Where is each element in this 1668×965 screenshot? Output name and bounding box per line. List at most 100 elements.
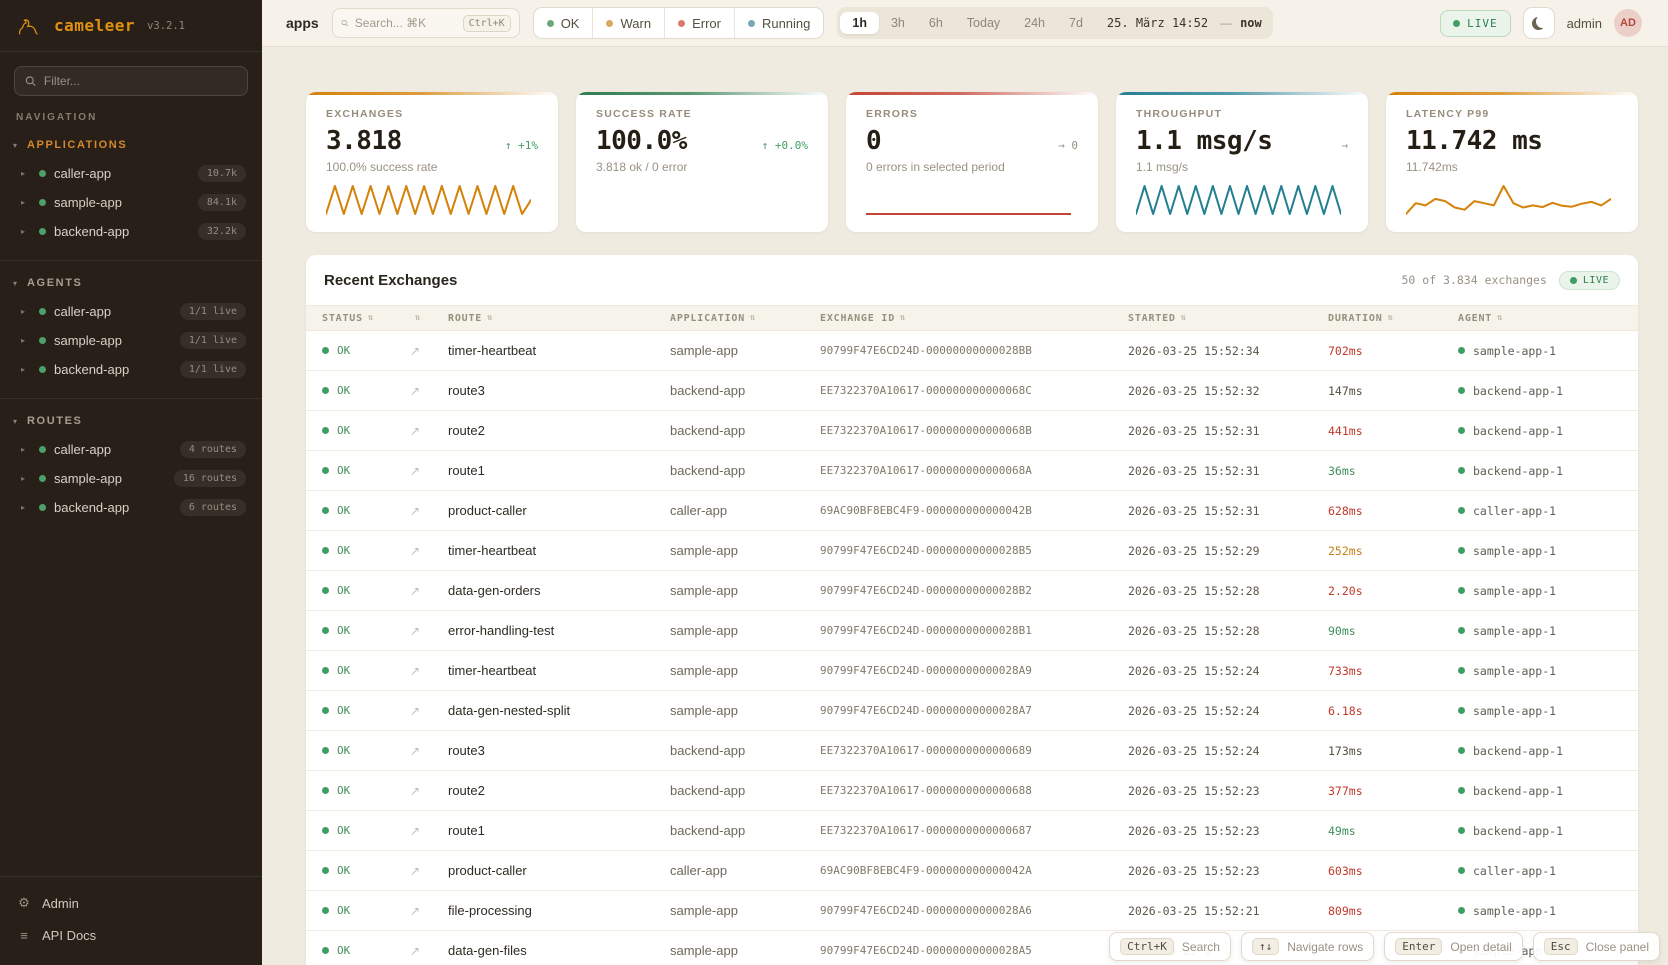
status-filter-button[interactable]: Error (664, 8, 734, 38)
shortcut-label: Open detail (1450, 939, 1512, 954)
status-filter-button[interactable]: Warn (592, 8, 664, 38)
sidebar-item-route[interactable]: ▸ sample-app 16 routes (0, 464, 262, 493)
sidebar-item-admin[interactable]: ⚙ Admin (16, 887, 246, 919)
routes-section-header[interactable]: ▾ ROUTES (0, 411, 262, 435)
table-row[interactable]: OK ↗ route3 backend-app EE7322370A10617-… (306, 731, 1638, 771)
sidebar-filter-input[interactable] (43, 74, 237, 88)
theme-toggle-button[interactable] (1522, 7, 1555, 39)
duration-cell: 252ms (1328, 543, 1363, 558)
duration-cell: 702ms (1328, 343, 1363, 358)
avatar[interactable]: AD (1614, 9, 1642, 37)
started-cell: 2026-03-25 15:52:31 (1128, 463, 1260, 478)
open-link-icon[interactable]: ↗ (410, 663, 421, 678)
kpi-card[interactable]: THROUGHPUT 1.1 msg/s → 1.1 msg/s (1116, 92, 1368, 232)
sidebar-filter[interactable] (14, 66, 248, 96)
table-row[interactable]: OK ↗ product-caller caller-app 69AC90BF8… (306, 491, 1638, 531)
column-header[interactable]: APPLICATION ⇅ (670, 313, 820, 324)
table-row[interactable]: OK ↗ route3 backend-app EE7322370A10617-… (306, 371, 1638, 411)
time-range-button[interactable]: Today (966, 16, 1001, 30)
app-logo[interactable]: cameleer v3.2.1 (0, 0, 262, 52)
column-header[interactable]: STATUS ⇅ (322, 313, 410, 324)
app-version: v3.2.1 (147, 19, 185, 32)
table-row[interactable]: OK ↗ route2 backend-app EE7322370A10617-… (306, 411, 1638, 451)
live-toggle[interactable]: LIVE (1440, 9, 1511, 37)
column-header[interactable]: STARTED ⇅ (1128, 313, 1328, 324)
agent-status-dot (1458, 507, 1465, 514)
sidebar-item-label: sample-app (54, 333, 122, 348)
agent-name: sample-app-1 (1473, 663, 1557, 678)
table-row[interactable]: OK ↗ timer-heartbeat sample-app 90799F47… (306, 531, 1638, 571)
sidebar-item-agent[interactable]: ▸ backend-app 1/1 live (0, 355, 262, 384)
column-header[interactable]: AGENT ⇅ (1458, 313, 1622, 324)
agent-name: sample-app-1 (1473, 543, 1557, 558)
open-link-icon[interactable]: ↗ (410, 343, 421, 358)
open-link-icon[interactable]: ↗ (410, 903, 421, 918)
table-live-badge[interactable]: LIVE (1558, 270, 1620, 290)
open-link-icon[interactable]: ↗ (410, 503, 421, 518)
sidebar-item-route[interactable]: ▸ caller-app 4 routes (0, 435, 262, 464)
time-range-button[interactable]: 7d (1069, 16, 1083, 30)
table-row[interactable]: OK ↗ file-processing sample-app 90799F47… (306, 891, 1638, 931)
ok-status-dot (322, 547, 329, 554)
kpi-card[interactable]: SUCCESS RATE 100.0% ↑ +0.0% 3.818 ok / 0… (576, 92, 828, 232)
application-cell: backend-app (670, 823, 746, 838)
table-row[interactable]: OK ↗ data-gen-orders sample-app 90799F47… (306, 571, 1638, 611)
open-link-icon[interactable]: ↗ (410, 863, 421, 878)
time-range-button[interactable]: 3h (890, 16, 905, 30)
status-filter-button[interactable]: Running (733, 8, 823, 38)
column-header[interactable]: EXCHANGE ID ⇅ (820, 313, 1128, 324)
status-filter-button[interactable]: OK (534, 8, 593, 38)
camel-logo-icon (18, 18, 38, 34)
kpi-card[interactable]: EXCHANGES 3.818 ↑ +1% 100.0% success rat… (306, 92, 558, 232)
sidebar-item-route[interactable]: ▸ backend-app 6 routes (0, 493, 262, 522)
open-link-icon[interactable]: ↗ (410, 423, 421, 438)
ok-status-dot (322, 947, 329, 954)
applications-section-header[interactable]: ▾ APPLICATIONS (0, 135, 262, 159)
table-row[interactable]: OK ↗ error-handling-test sample-app 9079… (306, 611, 1638, 651)
column-header[interactable]: ⇅ (410, 313, 448, 323)
table-row[interactable]: OK ↗ timer-heartbeat sample-app 90799F47… (306, 651, 1638, 691)
kpi-card[interactable]: LATENCY P99 11.742 ms 11.742ms (1386, 92, 1638, 232)
table-row[interactable]: OK ↗ route2 backend-app EE7322370A10617-… (306, 771, 1638, 811)
caret-right-icon: ▸ (21, 336, 26, 345)
route-cell: timer-heartbeat (448, 663, 537, 678)
sidebar-item-agent[interactable]: ▸ sample-app 1/1 live (0, 326, 262, 355)
sidebar-item-application[interactable]: ▸ sample-app 84.1k (0, 188, 262, 217)
agent-status-dot (1458, 907, 1465, 914)
column-header[interactable]: DURATION ⇅ (1328, 313, 1458, 324)
open-link-icon[interactable]: ↗ (410, 383, 421, 398)
sidebar-item-application[interactable]: ▸ backend-app 32.2k (0, 217, 262, 246)
open-link-icon[interactable]: ↗ (410, 463, 421, 478)
open-link-icon[interactable]: ↗ (410, 823, 421, 838)
open-link-icon[interactable]: ↗ (410, 743, 421, 758)
open-link-icon[interactable]: ↗ (410, 583, 421, 598)
kpi-card[interactable]: ERRORS 0 → 0 0 errors in selected period (846, 92, 1098, 232)
open-link-icon[interactable]: ↗ (410, 703, 421, 718)
global-search[interactable]: Ctrl+K (331, 8, 520, 38)
open-link-icon[interactable]: ↗ (410, 623, 421, 638)
open-link-icon[interactable]: ↗ (410, 543, 421, 558)
context-label: apps (286, 15, 319, 31)
search-input[interactable] (354, 16, 456, 30)
table-row[interactable]: OK ↗ timer-heartbeat sample-app 90799F47… (306, 331, 1638, 371)
ok-status-dot (322, 507, 329, 514)
agents-section-header[interactable]: ▾ AGENTS (0, 273, 262, 297)
table-row[interactable]: OK ↗ route1 backend-app EE7322370A10617-… (306, 811, 1638, 851)
column-header[interactable]: ROUTE ⇅ (448, 313, 670, 324)
time-range-button[interactable]: 24h (1024, 16, 1046, 30)
date-range-start[interactable]: 25. März 14:52 (1106, 16, 1209, 30)
time-range-button[interactable]: 1h (840, 12, 879, 34)
open-link-icon[interactable]: ↗ (410, 943, 421, 958)
time-range-button[interactable]: 6h (928, 16, 943, 30)
table-row[interactable]: OK ↗ data-gen-nested-split sample-app 90… (306, 691, 1638, 731)
sidebar-item-agent[interactable]: ▸ caller-app 1/1 live (0, 297, 262, 326)
date-range-end[interactable]: now (1240, 16, 1262, 30)
sidebar-item-api-docs[interactable]: ≡ API Docs (16, 919, 246, 951)
table-row[interactable]: OK ↗ route1 backend-app EE7322370A10617-… (306, 451, 1638, 491)
kpi-subtitle: 100.0% success rate (326, 160, 438, 174)
exchange-id-cell: EE7322370A10617-0000000000000689 (820, 744, 1032, 757)
table-row[interactable]: OK ↗ product-caller caller-app 69AC90BF8… (306, 851, 1638, 891)
sidebar-item-application[interactable]: ▸ caller-app 10.7k (0, 159, 262, 188)
open-link-icon[interactable]: ↗ (410, 783, 421, 798)
shortcut-hint: Ctrl+K Search (1109, 932, 1231, 961)
